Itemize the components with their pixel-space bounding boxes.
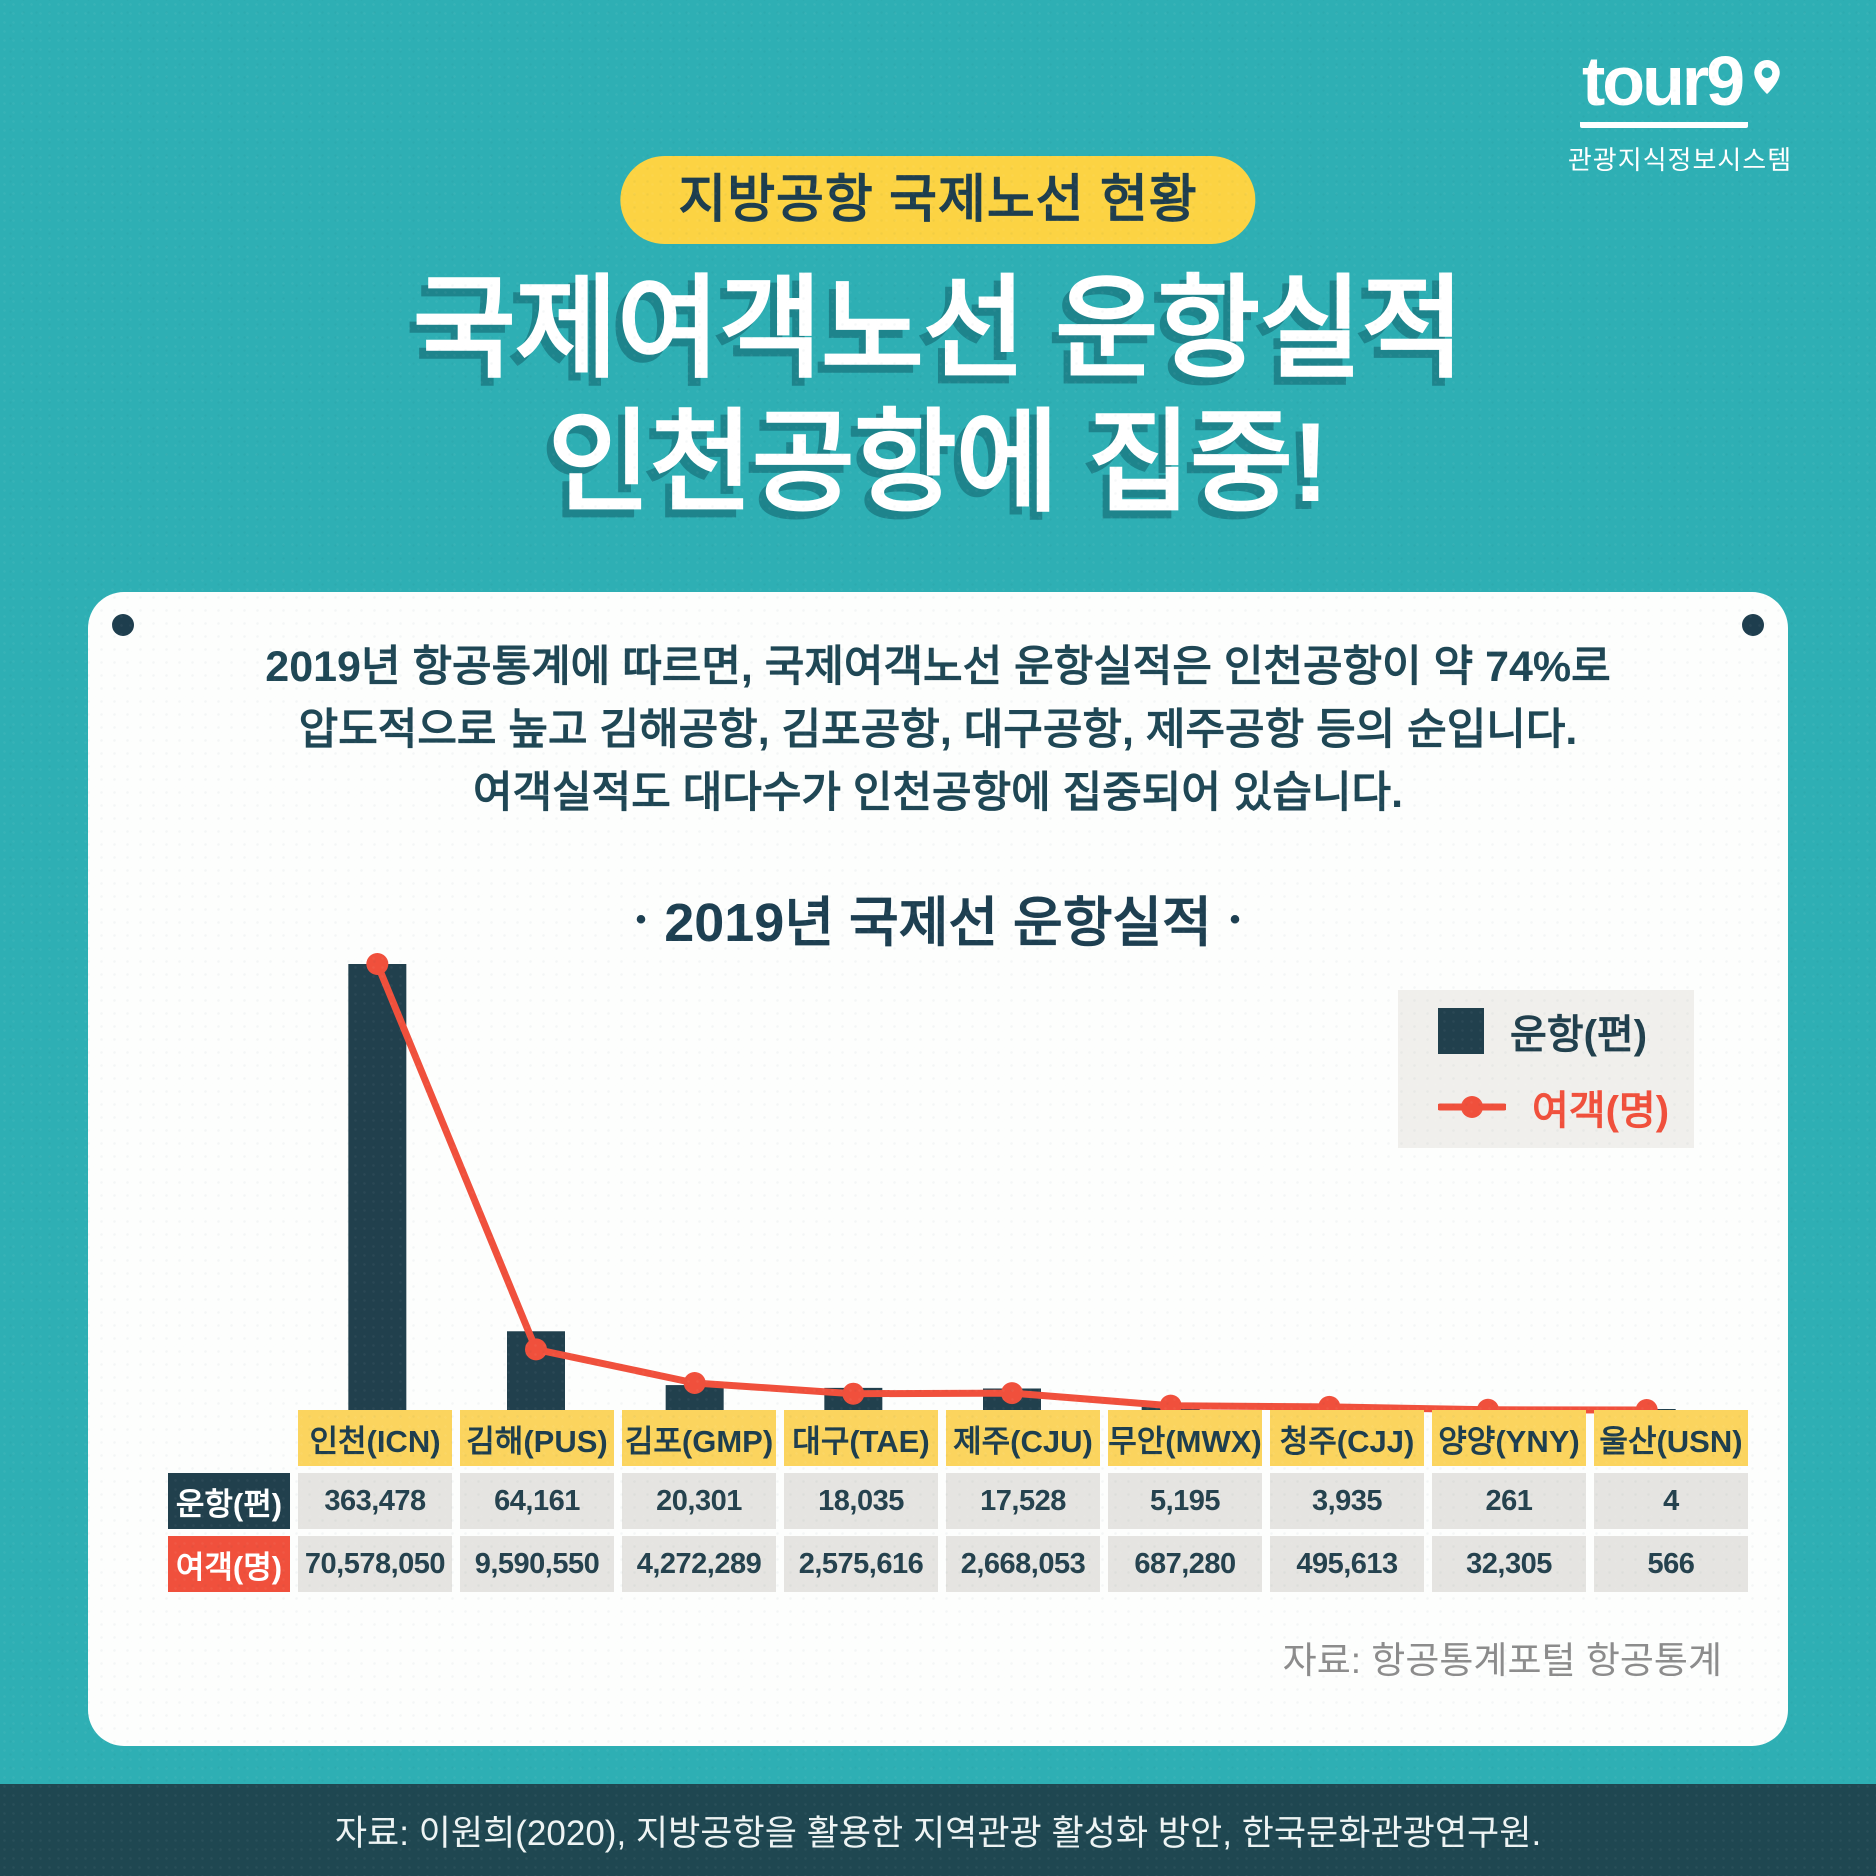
airport-header-cell: 김포(GMP) [622, 1410, 776, 1466]
flights-value-cell: 363,478 [298, 1473, 452, 1529]
passengers-value-cell: 9,590,550 [460, 1536, 614, 1592]
line-marker-대구(TAE) [842, 1382, 865, 1405]
title-dot-left: • [635, 903, 647, 936]
legend-item-flights: 운항(편) [1438, 1002, 1694, 1060]
data-table: 인천(ICN) 김해(PUS) 김포(GMP) 대구(TAE) 제주(CJU) 무안(MW… [168, 1410, 1748, 1592]
combo-chart-svg [348, 953, 1676, 1421]
legend-label-passengers: 여객(명) [1532, 1089, 1670, 1133]
bar-swatch-icon [1438, 1008, 1484, 1054]
flights-value-cell: 3,935 [1270, 1473, 1424, 1529]
flights-value-cell: 5,195 [1108, 1473, 1262, 1529]
passengers-value-cell: 2,668,053 [946, 1536, 1100, 1592]
airport-header-cell: 울산(USN) [1594, 1410, 1748, 1466]
passengers-value-cell: 566 [1594, 1536, 1748, 1592]
airport-header-cell: 대구(TAE) [784, 1410, 938, 1466]
flights-value-cell: 4 [1594, 1473, 1748, 1529]
flights-value-cell: 20,301 [622, 1473, 776, 1529]
passengers-value-cell: 32,305 [1432, 1536, 1586, 1592]
passengers-value-cell: 687,280 [1108, 1536, 1262, 1592]
passengers-value-cell: 2,575,616 [784, 1536, 938, 1592]
tour9-logo-text: tour9 [1580, 46, 1748, 128]
airport-header-cell: 제주(CJU) [946, 1410, 1100, 1466]
flights-value-cell: 261 [1432, 1473, 1586, 1529]
tour9-logo: tour9 관광지식정보시스템 [1565, 46, 1795, 177]
passengers-value-cell: 495,613 [1270, 1536, 1424, 1592]
page-title-line1: 국제여객노선 운항실적 [412, 266, 1465, 391]
page-title: 국제여객노선 운항실적 인천공항에 집중! [0, 262, 1876, 530]
table-corner-cell [168, 1410, 290, 1466]
airport-header-cell: 인천(ICN) [298, 1410, 452, 1466]
line-marker-제주(CJU) [1001, 1382, 1023, 1405]
airport-header-cell: 무안(MWX) [1108, 1410, 1262, 1466]
airport-header-cell: 청주(CJJ) [1270, 1410, 1424, 1466]
passengers-value-cell: 70,578,050 [298, 1536, 452, 1592]
content-card: 2019년 항공통계에 따르면, 국제여객노선 운항실적은 인천공항이 약 74… [88, 592, 1788, 1746]
chart-title: • 2019년 국제선 운항실적 • [88, 878, 1788, 957]
airport-header-cell: 양양(YNY) [1432, 1410, 1586, 1466]
flights-value-cell: 18,035 [784, 1473, 938, 1529]
airport-header-cell: 김해(PUS) [460, 1410, 614, 1466]
description-line: 여객실적도 대다수가 인천공항에 집중되어 있습니다. [472, 769, 1404, 817]
flights-value-cell: 17,528 [946, 1473, 1100, 1529]
chart-source-text: 자료: 항공통계포털 항공통계 [1282, 1640, 1722, 1681]
line-marker-인천(ICN) [366, 953, 389, 975]
chart-legend: 운항(편) 여객(명) [1398, 990, 1694, 1148]
line-marker-김포(GMP) [683, 1372, 706, 1395]
row-label-passengers: 여객(명) [168, 1536, 290, 1592]
line-marker-김해(PUS) [525, 1338, 547, 1361]
logo-subtitle: 관광지식정보시스템 [1567, 145, 1793, 175]
combo-chart [298, 953, 1726, 1421]
title-dot-right: • [1229, 903, 1241, 936]
description-line: 2019년 항공통계에 따르면, 국제여객노선 운항실적은 인천공항이 약 74… [265, 643, 1611, 691]
line-marker-icon [1438, 1096, 1506, 1118]
flights-value-cell: 64,161 [460, 1473, 614, 1529]
topic-badge: 지방공항 국제노선 현황 [620, 156, 1256, 244]
page-title-line2: 인천공항에 집중! [547, 400, 1330, 525]
footer-source-text: 자료: 이원희(2020), 지방공항을 활용한 지역관광 활성화 방안, 한국… [334, 1813, 1542, 1853]
legend-label-flights: 운항(편) [1510, 1013, 1648, 1057]
description-text: 2019년 항공통계에 따르면, 국제여객노선 운항실적은 인천공항이 약 74… [88, 636, 1788, 825]
tour9-logo-mark: tour9 [1565, 46, 1795, 128]
location-pin-icon [1754, 60, 1780, 94]
description-line: 압도적으로 높고 김해공항, 김포공항, 대구공항, 제주공항 등의 순입니다. [298, 706, 1578, 754]
legend-item-passengers: 여객(명) [1438, 1078, 1694, 1136]
passengers-value-cell: 4,272,289 [622, 1536, 776, 1592]
pin-dot-right-icon [1742, 614, 1764, 636]
pin-dot-left-icon [112, 614, 134, 636]
bar-인천(ICN) [348, 964, 407, 1410]
row-label-flights: 운항(편) [168, 1473, 290, 1529]
footer-band: 자료: 이원희(2020), 지방공항을 활용한 지역관광 활성화 방안, 한국… [0, 1784, 1876, 1876]
